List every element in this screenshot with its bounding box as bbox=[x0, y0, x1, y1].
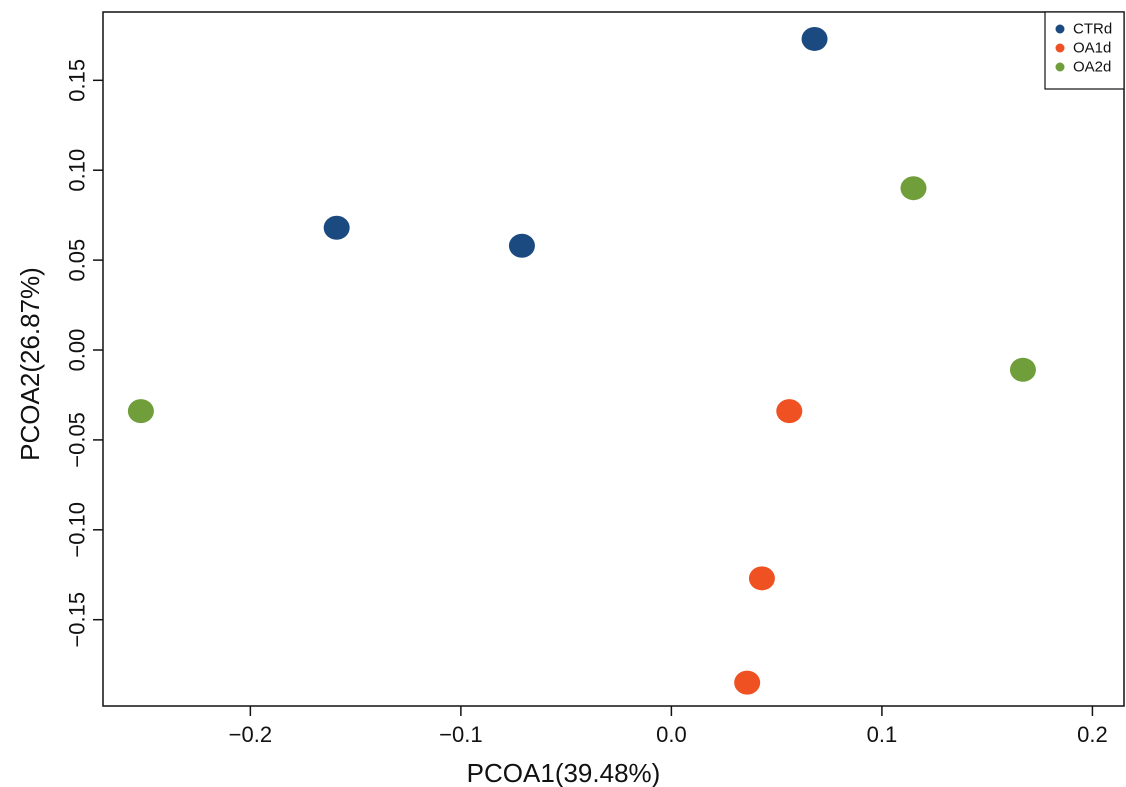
y-axis-title: PCOA2(26.87%) bbox=[15, 267, 45, 461]
x-axis-title: PCOA1(39.48%) bbox=[467, 758, 661, 787]
data-point-oa1d bbox=[748, 566, 775, 591]
plot-frame bbox=[102, 11, 1125, 707]
data-point-oa1d bbox=[734, 670, 761, 695]
data-points bbox=[127, 26, 1036, 695]
legend-label-oa2d: OA2d bbox=[1073, 59, 1111, 76]
legend-label-ctrd: CTRd bbox=[1073, 21, 1112, 38]
data-point-oa2d bbox=[1009, 357, 1036, 382]
x-tick-label: 0.2 bbox=[1077, 722, 1108, 747]
legend-items: CTRd OA1d OA2d bbox=[1055, 21, 1112, 76]
y-tick-label: −0.15 bbox=[65, 592, 90, 648]
y-tick-label: 0.00 bbox=[65, 329, 90, 372]
legend-marker-oa1d bbox=[1055, 43, 1065, 53]
legend-marker-oa2d bbox=[1055, 62, 1065, 72]
data-point-ctrd bbox=[508, 233, 535, 258]
data-point-ctrd bbox=[323, 215, 350, 240]
x-tick-label: 0.1 bbox=[867, 722, 898, 747]
x-axis: −0.2 −0.1 0.0 0.1 0.2 bbox=[229, 706, 1108, 747]
y-tick-label: −0.10 bbox=[65, 502, 90, 558]
legend-marker-ctrd bbox=[1055, 24, 1065, 34]
y-axis: 0.15 0.10 0.05 0.00 −0.05 −0.10 −0.15 bbox=[65, 59, 103, 648]
y-tick-label: −0.05 bbox=[65, 412, 90, 468]
data-point-oa2d bbox=[127, 399, 154, 424]
x-tick-label: 0.0 bbox=[656, 722, 687, 747]
y-tick-label: 0.15 bbox=[65, 59, 90, 102]
legend: CTRd OA1d OA2d bbox=[1044, 11, 1125, 90]
legend-label-oa1d: OA1d bbox=[1073, 40, 1111, 57]
y-tick-label: 0.05 bbox=[65, 239, 90, 282]
data-point-oa2d bbox=[900, 176, 927, 201]
y-tick-label: 0.10 bbox=[65, 149, 90, 192]
data-point-ctrd bbox=[801, 26, 828, 51]
data-point-oa1d bbox=[776, 399, 803, 424]
x-tick-label: −0.2 bbox=[229, 722, 272, 747]
x-tick-label: −0.1 bbox=[439, 722, 482, 747]
